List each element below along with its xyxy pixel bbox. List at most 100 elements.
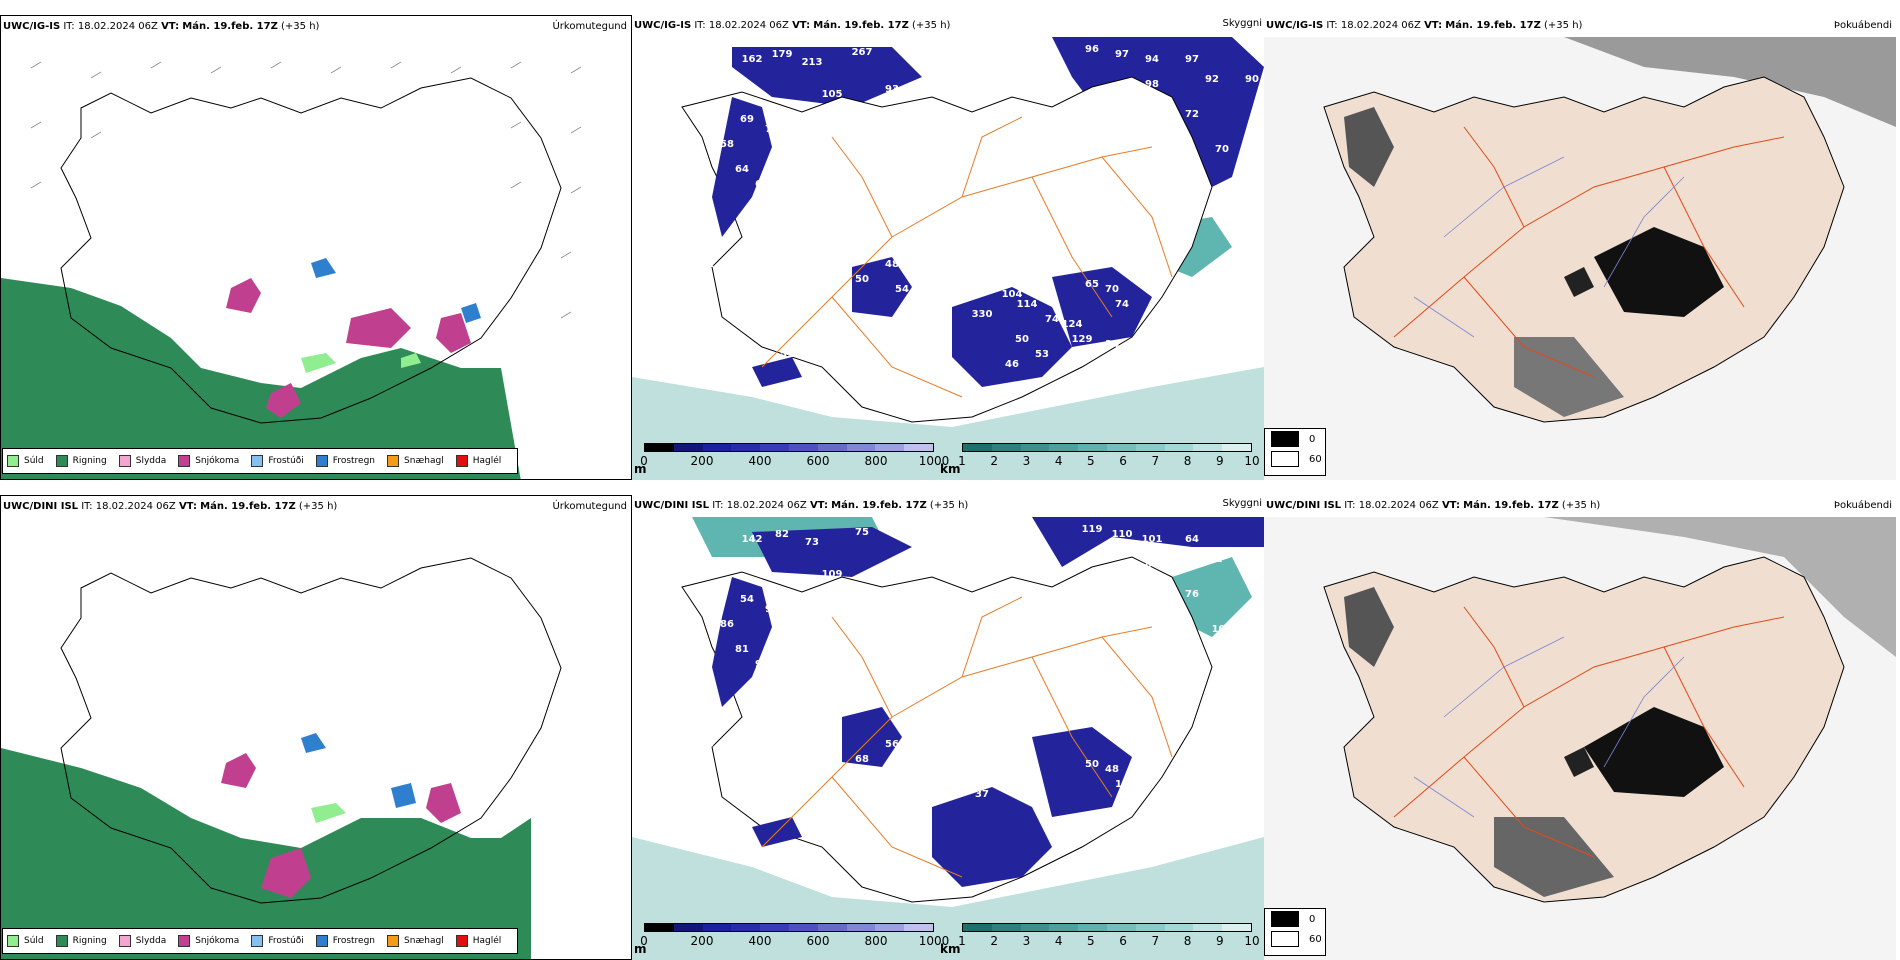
colorbar-segment [1164,444,1194,451]
visibility-value-label: 43 [955,374,969,385]
panel-title: UWC/IG-IS IT: 18.02.2024 06Z VT: Mán. 19… [634,20,951,31]
colorbar-tick-label: 4 [1054,454,1063,468]
visibility-value-label: 267 [852,47,873,58]
legend-item: Snjókoma [178,935,239,947]
colorbar-segment [788,444,818,451]
legend-swatch [455,935,468,947]
precip-map [1,61,582,479]
visibility-value-label: 75 [855,527,869,538]
colorbar-tick-label: 2 [990,934,999,948]
visibility-value-label: 101 [1202,554,1223,565]
colorbar-segment [1135,924,1165,931]
fog-map [1264,517,1896,960]
fog-legend-swatch [1271,451,1299,467]
colorbar-segment [904,444,933,451]
colorbar-segment [1106,444,1136,451]
legend-swatch [55,935,68,947]
visibility-panel-top: UWC/IG-IS IT: 18.02.2024 06Z VT: Mán. 19… [632,15,1264,480]
legend-item: Slydda [118,935,166,947]
visibility-panel-bottom: UWC/DINI ISL IT: 18.02.2024 06Z VT: Mán.… [632,495,1264,960]
visibility-value-label: 54 [895,284,909,295]
fog-legend-item: 0 [1265,429,1325,449]
legend-item: Rigning [55,935,107,947]
legend-item: Súld [7,455,44,467]
visibility-value-label: 96 [1085,44,1099,55]
colorbar-tick-label: 200 [690,934,714,948]
unit-m-label: m [634,462,647,476]
visibility-value-label: 91 [915,364,929,375]
legend-swatch [387,935,400,947]
fog-legend: 0 60 [1264,428,1326,476]
legend-swatch [178,935,191,947]
legend-swatch [118,935,131,947]
visibility-value-label: 72 [1185,109,1199,120]
visibility-km-colorbar: 1 2 3 4 5 6 7 8 9 10 [958,443,1260,477]
panel-title: UWC/IG-IS IT: 18.02.2024 06Z VT: Mán. 19… [1266,20,1583,31]
colorbar-segment [645,444,674,451]
colorbar-tick-label: 5 [1087,454,1095,468]
visibility-value-label: 90 [1245,74,1259,85]
legend-swatch [7,455,19,467]
visibility-value-label: 92 [1205,74,1219,85]
visibility-value-label: 70 [1105,284,1119,295]
fog-legend-swatch [1271,931,1299,947]
visibility-value-label: 53 [1035,349,1049,360]
precip-legend: Súld Rigning Slydda Snjókoma Frostúði Fr… [2,448,519,474]
visibility-value-label: 54 [740,594,754,605]
visibility-value-label: 110 [1112,529,1133,540]
visibility-value-label: 91 [985,274,999,285]
legend-item: Frostregn [315,455,375,467]
colorbar-segment [760,444,789,451]
colorbar-segment [760,924,789,931]
colorbar-segment [1020,924,1050,931]
visibility-value-label: 99 [755,659,769,670]
visibility-value-label: 69 [755,179,769,190]
colorbar-segment [1020,444,1050,451]
colorbar-segment [1078,924,1107,931]
colorbar-segment [1078,444,1107,451]
panel-type-label: Úrkomutegund [552,21,627,32]
colorbar-tick-label: 1 [958,454,966,468]
colorbar-tick-label: 8 [1183,454,1192,468]
colorbar-segment [1193,444,1223,451]
visibility-value-label: 119 [1082,524,1103,535]
legend-item: Snæhagl [387,935,444,947]
visibility-value-label: 73 [765,124,779,135]
fog-legend-swatch [1271,911,1299,927]
colorbar-segment [1193,924,1223,931]
colorbar-segment [645,924,674,931]
colorbar-segment [817,924,847,931]
visibility-value-label: 50 [1015,334,1029,345]
visibility-value-label: 104 [1002,289,1023,300]
visibility-value-label: 42 [695,84,709,95]
visibility-value-label: 94 [1145,54,1159,65]
colorbar-tick-label: 3 [1022,934,1031,948]
colorbar-tick-label: 0 [640,934,648,948]
panel-type-label: Skyggni [1222,18,1262,29]
visibility-value-label: 81 [760,674,774,685]
visibility-value-label: 109 [822,569,843,580]
panel-title: UWC/DINI ISL IT: 18.02.2024 06Z VT: Mán.… [1266,500,1601,511]
colorbar-tick-label: 400 [748,934,772,948]
visibility-value-label: 101 [1142,534,1163,545]
visibility-value-label: 162 [742,54,763,65]
visibility-value-label: 48 [1105,764,1119,775]
legend-swatch [178,455,191,467]
visibility-m-colorbar: 0 200 400 600 800 1000 [640,923,949,957]
visibility-value-label: 52 [925,784,939,795]
colorbar-tick-label: 10 [1244,934,1260,948]
visibility-value-label: 62 [760,194,774,205]
visibility-value-label: 82 [775,529,789,540]
visibility-value-label: 69 [905,399,919,410]
visibility-value-label: 70 [1245,554,1259,565]
visibility-value-label: 93 [885,84,899,95]
colorbar-segment [991,924,1021,931]
legend-item: Súld [7,935,44,947]
panel-title: UWC/DINI ISL IT: 18.02.2024 06Z VT: Mán.… [3,501,338,512]
fog-panel-bottom: UWC/DINI ISL IT: 18.02.2024 06Z VT: Mán.… [1264,495,1896,960]
legend-swatch [118,455,131,467]
colorbar-tick-label: 9 [1215,934,1224,948]
visibility-value-label: 51 [780,349,794,360]
colorbar-segment [731,444,761,451]
